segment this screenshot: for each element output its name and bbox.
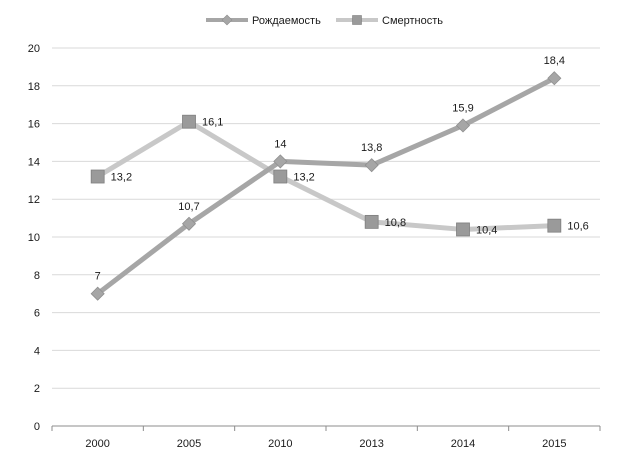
data-labels-layer: 7 10,7 14 13,8 15,9 18,4 13,2 16,1 13,2 10,8 10,4 1… xyxy=(95,55,589,282)
y-tick-label: 10 xyxy=(28,232,40,244)
y-tick-label: 4 xyxy=(34,345,40,357)
deaths-data-label: 10,8 xyxy=(385,217,406,229)
series-line-deaths xyxy=(95,119,557,232)
births-point xyxy=(181,216,197,231)
births-point xyxy=(90,286,105,301)
deaths-point xyxy=(90,169,105,184)
y-tick-label: 12 xyxy=(28,194,40,206)
deaths-point xyxy=(364,214,379,229)
deaths-data-label: 13,2 xyxy=(111,172,132,184)
deaths-point xyxy=(456,222,470,237)
y-tick-label: 8 xyxy=(34,270,40,282)
deaths-data-label: 13,2 xyxy=(293,172,314,184)
deaths-point xyxy=(182,114,196,129)
series-line-births xyxy=(95,75,557,297)
y-tick-label: 2 xyxy=(34,383,40,395)
deaths-data-label: 10,4 xyxy=(476,224,497,236)
legend-marker-deaths xyxy=(352,15,362,25)
legend-label-deaths: Смертность xyxy=(382,15,443,27)
x-tick-label: 2010 xyxy=(268,438,292,450)
x-axis: 2000 2005 2010 2013 2014 2015 xyxy=(51,425,601,450)
deaths-data-label: 16,1 xyxy=(202,117,223,129)
y-tick-label: 14 xyxy=(28,156,40,168)
x-tick-label: 2005 xyxy=(177,438,201,450)
births-data-label: 7 xyxy=(95,271,101,283)
y-axis: 0 2 4 6 8 10 12 14 16 18 20 xyxy=(28,43,40,433)
y-tick-label: 18 xyxy=(28,81,40,93)
legend-label-births: Рождаемость xyxy=(252,15,321,27)
births-data-label: 14 xyxy=(274,138,286,150)
y-tick-label: 20 xyxy=(28,43,40,55)
deaths-data-label: 10,6 xyxy=(567,221,588,233)
births-point xyxy=(547,71,562,86)
births-data-label: 18,4 xyxy=(544,55,565,67)
births-point xyxy=(455,118,471,133)
births-point xyxy=(273,154,288,169)
x-tick-label: 2013 xyxy=(359,438,383,450)
deaths-point xyxy=(547,218,562,233)
y-tick-label: 0 xyxy=(34,421,40,433)
series-layer xyxy=(90,71,562,301)
births-data-label: 10,7 xyxy=(178,201,199,213)
y-tick-label: 6 xyxy=(34,308,40,320)
legend-marker-births xyxy=(221,14,233,26)
legend: Рождаемость Смертность xyxy=(206,14,443,27)
y-tick-label: 16 xyxy=(28,119,40,131)
births-data-label: 13,8 xyxy=(361,142,382,154)
deaths-point xyxy=(273,169,288,184)
x-tick-label: 2014 xyxy=(451,438,475,450)
x-tick-label: 2015 xyxy=(542,438,566,450)
births-point xyxy=(364,158,379,173)
births-data-label: 15,9 xyxy=(452,102,473,114)
x-tick-label: 2000 xyxy=(85,438,109,450)
